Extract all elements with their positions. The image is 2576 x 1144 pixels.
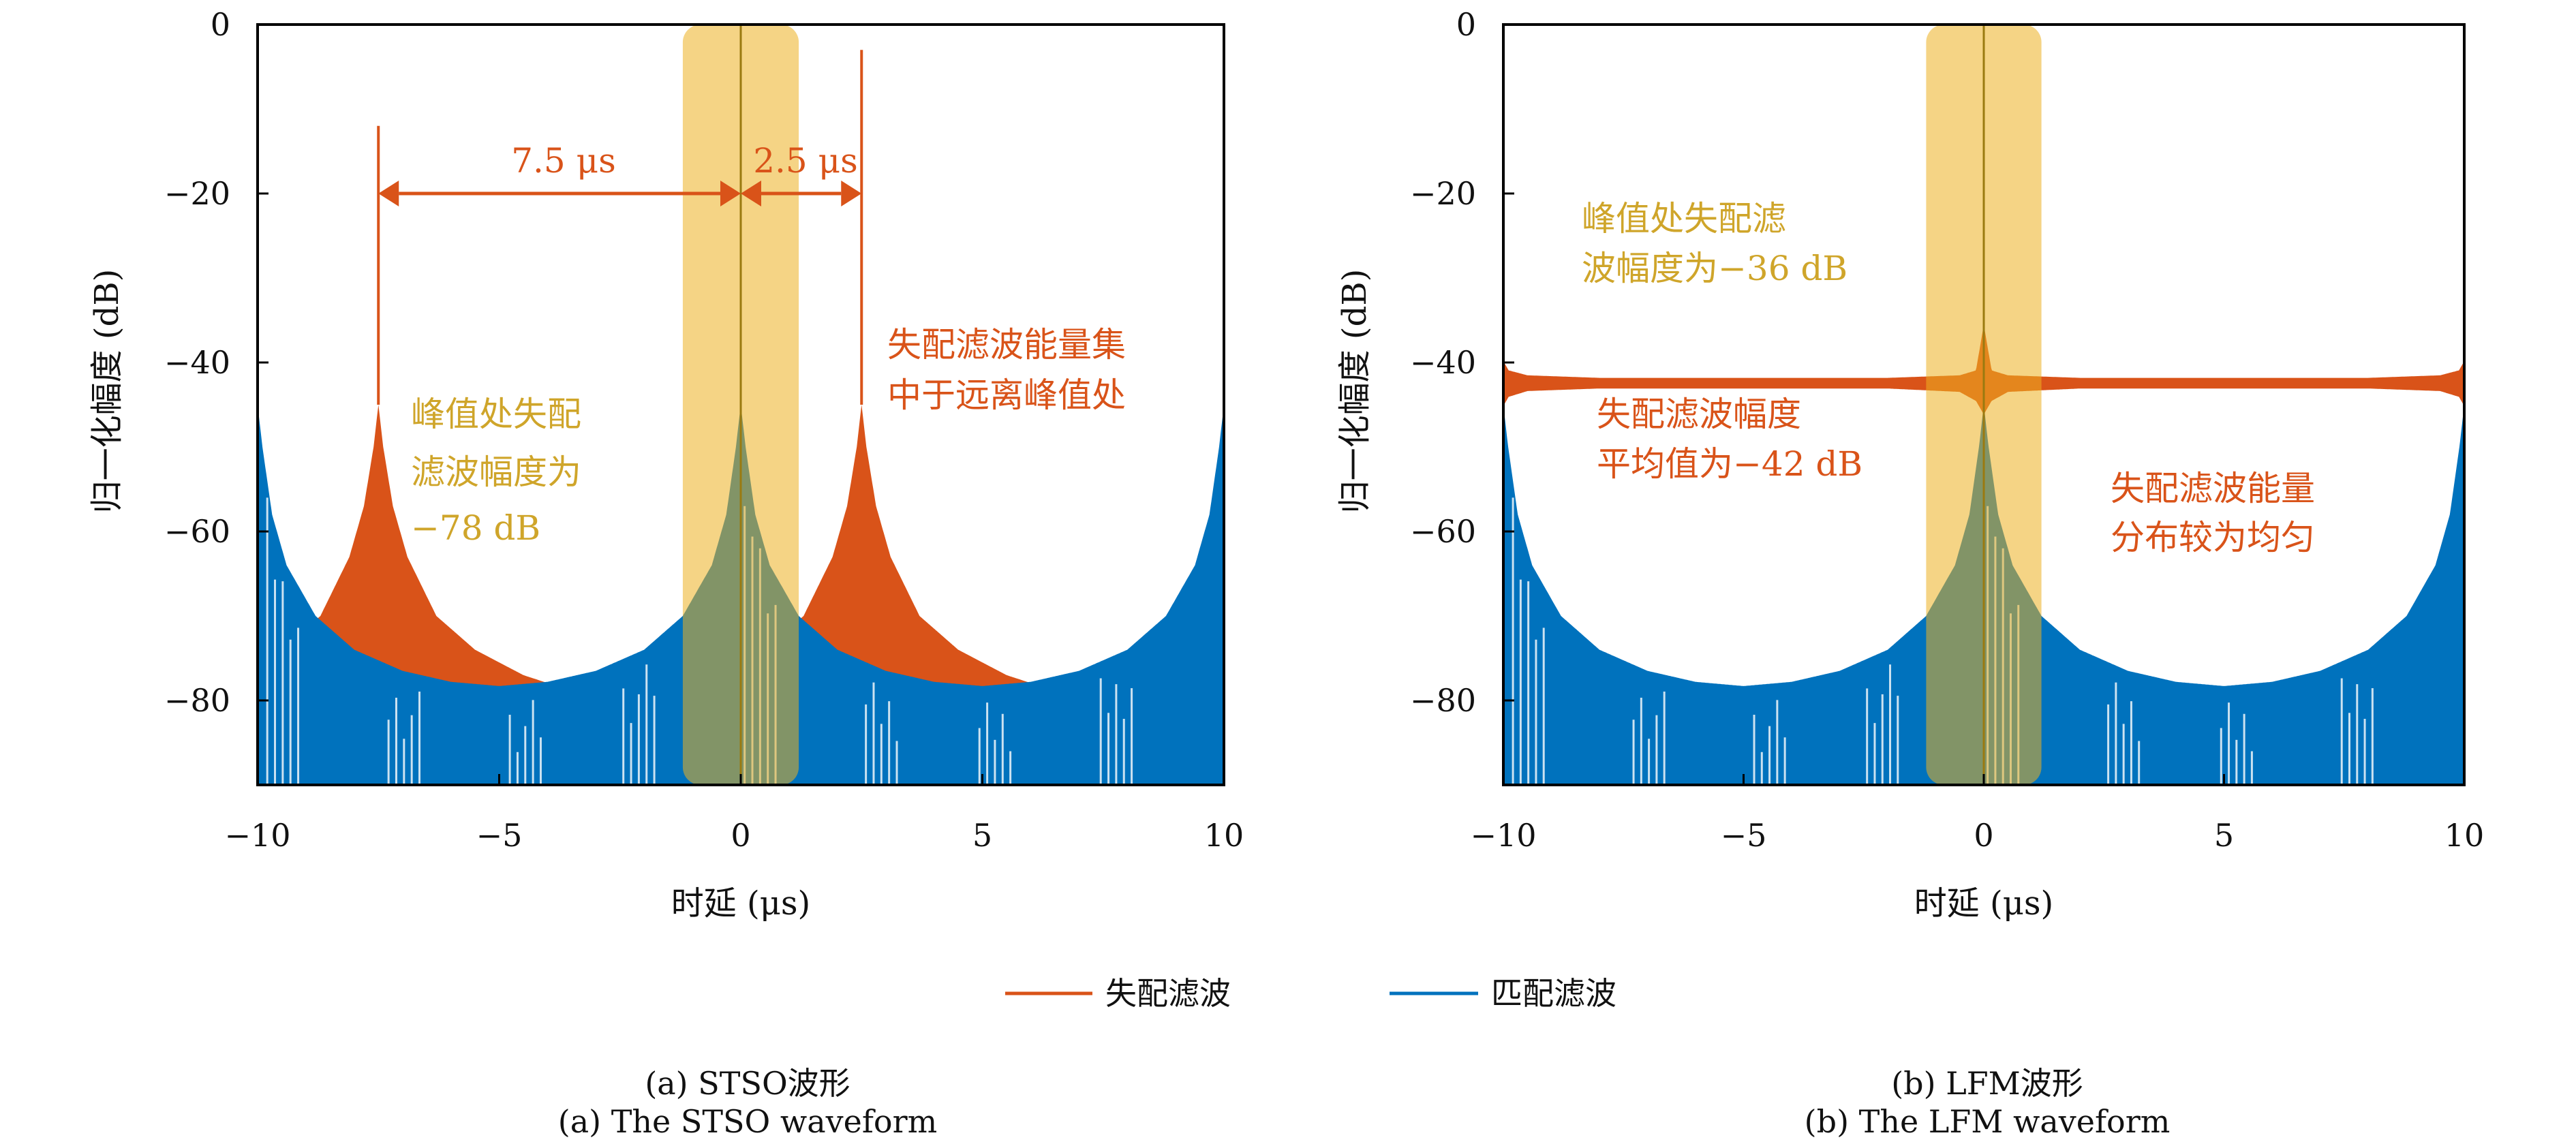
panel-b-lfm: −10 −5 0 5 10 0 −20 −40 −60 −80 时延 (μs) 归一化幅度 (dB) xyxy=(1336,6,2484,923)
captions: (a) STSO波形 (a) The STSO waveform (b) LFM… xyxy=(558,1065,2171,1140)
y-tick-label: −60 xyxy=(1410,513,1476,550)
note-energy-line1: 失配滤波能量集 xyxy=(887,325,1126,365)
caption-a-cn: (a) STSO波形 xyxy=(645,1065,850,1102)
y-tick-label: −20 xyxy=(164,175,230,212)
x-axis-label: 时延 (μs) xyxy=(1914,884,2054,923)
x-tick-label: −5 xyxy=(476,817,523,854)
y-axis-label: 归一化幅度 (dB) xyxy=(88,269,126,514)
arrowhead-left-icon xyxy=(378,181,399,206)
y-axis-label: 归一化幅度 (dB) xyxy=(1336,269,1374,514)
y-tick-label: 0 xyxy=(1456,6,1476,43)
x-tick-label: 0 xyxy=(1974,817,1993,854)
note-energy-line2: 分布较为均匀 xyxy=(2111,518,2315,557)
x-axis-label: 时延 (μs) xyxy=(671,884,811,923)
note-energy-line1: 失配滤波能量 xyxy=(2111,469,2315,508)
x-tick-label: 0 xyxy=(731,817,750,854)
legend: 失配滤波 匹配滤波 xyxy=(1005,975,1616,1012)
panel-a-stso: −10 −5 0 5 10 0 −20 −40 −60 −80 时延 (μs) 归一化幅度 (dB) xyxy=(88,6,1244,923)
panel-a-annotations: 7.5 μs 2.5 μs 失配滤波能量集 中于远离峰值处 峰值处失配 滤波幅度… xyxy=(411,141,1126,548)
note-peak-line2: 波幅度为−36 dB xyxy=(1582,249,1847,288)
panel-b-annotations: 峰值处失配滤 波幅度为−36 dB 失配滤波幅度 平均值为−42 dB 失配滤波… xyxy=(1582,199,2315,557)
arrowhead-right-icon xyxy=(841,181,862,206)
delay-label-7-5: 7.5 μs xyxy=(511,141,616,181)
note-mean-line2: 平均值为−42 dB xyxy=(1597,444,1862,484)
y-tick-label: −80 xyxy=(164,682,230,719)
x-tick-label: 5 xyxy=(972,817,992,854)
y-tick-label: −40 xyxy=(164,344,230,381)
note-peak-line1: 峰值处失配滤 xyxy=(1582,199,1786,238)
x-tick-label: 10 xyxy=(1204,817,1244,854)
note-peak-line3: −78 dB xyxy=(411,508,540,548)
caption-b-en: (b) The LFM waveform xyxy=(1805,1103,2171,1140)
caption-a-en: (a) The STSO waveform xyxy=(558,1103,937,1140)
arrowhead-left-icon xyxy=(741,181,761,206)
y-tick-label: 0 xyxy=(211,6,230,43)
note-mean-line1: 失配滤波幅度 xyxy=(1597,395,1801,434)
x-tick-label: −5 xyxy=(1721,817,1767,854)
x-tick-label: 5 xyxy=(2214,817,2234,854)
note-peak-line1: 峰值处失配 xyxy=(411,395,581,434)
x-tick-label: −10 xyxy=(224,817,290,854)
x-tick-label: −10 xyxy=(1470,817,1536,854)
y-tick-label: −80 xyxy=(1410,682,1476,719)
arrowhead-right-icon xyxy=(720,181,741,206)
caption-b-cn: (b) LFM波形 xyxy=(1891,1065,2083,1102)
legend-label-mismatch: 失配滤波 xyxy=(1105,975,1231,1012)
delay-label-2-5: 2.5 μs xyxy=(753,141,858,181)
x-tick-label: 10 xyxy=(2444,817,2485,854)
note-energy-line2: 中于远离峰值处 xyxy=(887,375,1126,415)
y-tick-label: −60 xyxy=(164,513,230,550)
y-tick-label: −40 xyxy=(1410,344,1476,381)
note-peak-line2: 滤波幅度为 xyxy=(411,452,581,492)
legend-label-matched: 匹配滤波 xyxy=(1491,975,1616,1012)
y-tick-label: −20 xyxy=(1410,175,1476,212)
